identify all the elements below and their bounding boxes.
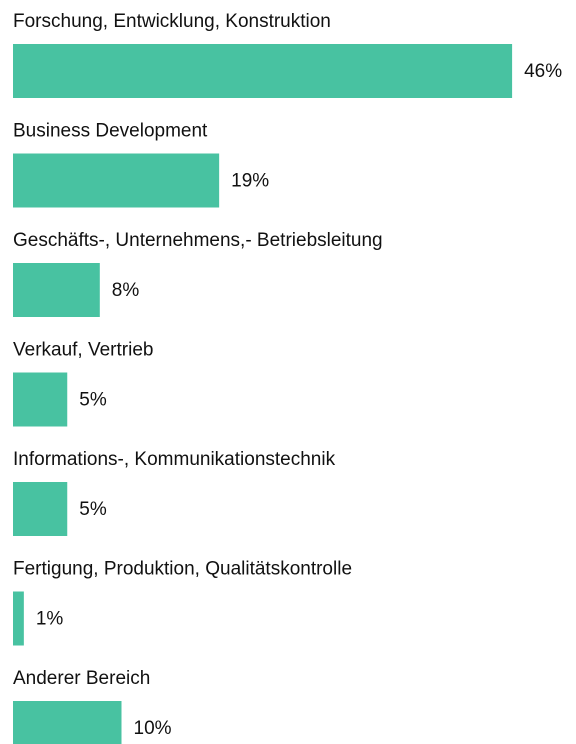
bar bbox=[13, 263, 100, 317]
value-label: 46% bbox=[524, 61, 562, 82]
value-label: 10% bbox=[134, 718, 172, 739]
category-label: Verkauf, Vertrieb bbox=[13, 340, 153, 361]
value-label: 8% bbox=[112, 280, 140, 301]
bar bbox=[13, 701, 122, 744]
category-label: Fertigung, Produktion, Qualitätskontroll… bbox=[13, 559, 352, 580]
category-label: Geschäfts-, Unternehmens,- Betriebsleitu… bbox=[13, 230, 383, 251]
bar bbox=[13, 591, 24, 646]
category-label: Business Development bbox=[13, 121, 208, 142]
value-label: 19% bbox=[231, 171, 269, 192]
value-label: 5% bbox=[79, 499, 107, 520]
category-label: Anderer Bereich bbox=[13, 668, 150, 689]
value-label: 5% bbox=[79, 390, 107, 411]
category-label: Informations-, Kommunikationstechnik bbox=[13, 449, 336, 470]
bar bbox=[13, 153, 220, 208]
bar bbox=[13, 372, 68, 427]
bar bbox=[13, 44, 513, 98]
value-label: 1% bbox=[36, 609, 64, 630]
bar bbox=[13, 482, 68, 536]
category-label: Forschung, Entwicklung, Konstruktion bbox=[13, 11, 331, 32]
